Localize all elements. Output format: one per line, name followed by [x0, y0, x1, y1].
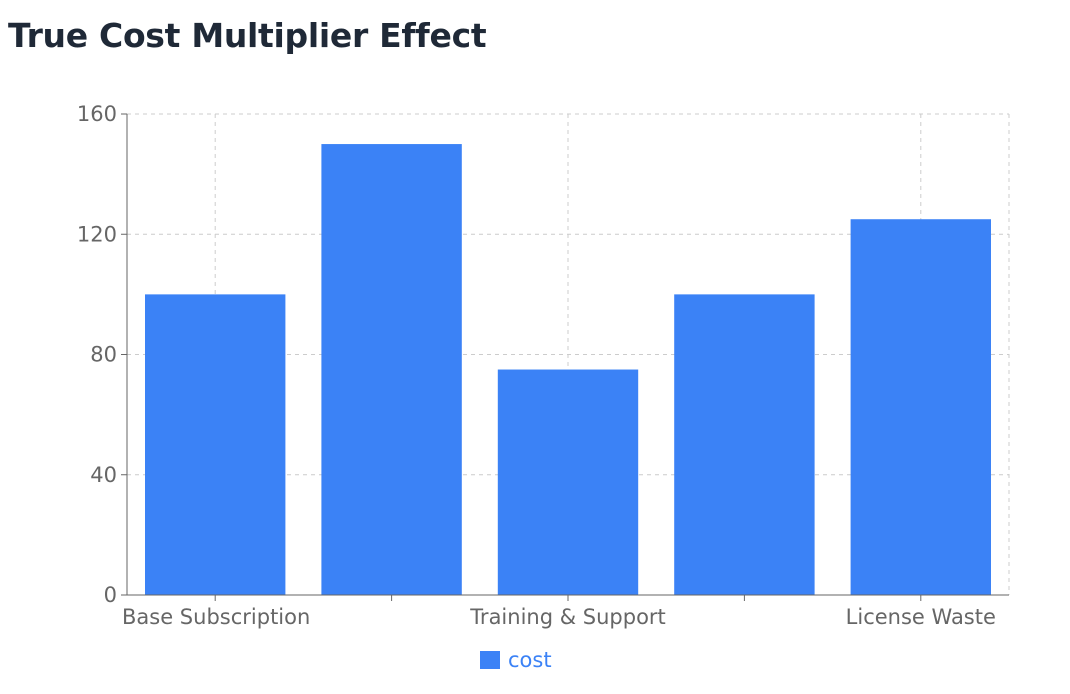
bar[interactable] — [145, 294, 286, 595]
bar[interactable] — [497, 369, 639, 595]
x-axis-ticks: Base Subscription Training & Support Licen… — [122, 595, 996, 629]
x-tick-label: License Waste — [846, 605, 996, 629]
y-tick-label: 120 — [77, 222, 117, 246]
y-tick-label: 0 — [104, 583, 117, 607]
bar[interactable] — [850, 219, 991, 595]
x-tick-label: Training & Support — [469, 605, 666, 629]
bars — [145, 144, 991, 595]
y-axis-ticks: 0 40 80 120 160 — [77, 102, 127, 607]
bar[interactable] — [321, 144, 462, 595]
y-tick-label: 40 — [90, 463, 117, 487]
chart-title: True Cost Multiplier Effect — [8, 16, 487, 55]
y-tick-label: 80 — [90, 343, 117, 367]
legend-swatch — [480, 651, 500, 669]
legend-label: cost — [508, 648, 552, 672]
bar[interactable] — [674, 294, 815, 595]
y-tick-label: 160 — [77, 102, 117, 126]
x-tick-label: Base Subscription — [122, 605, 310, 629]
legend[interactable]: cost — [480, 648, 552, 672]
